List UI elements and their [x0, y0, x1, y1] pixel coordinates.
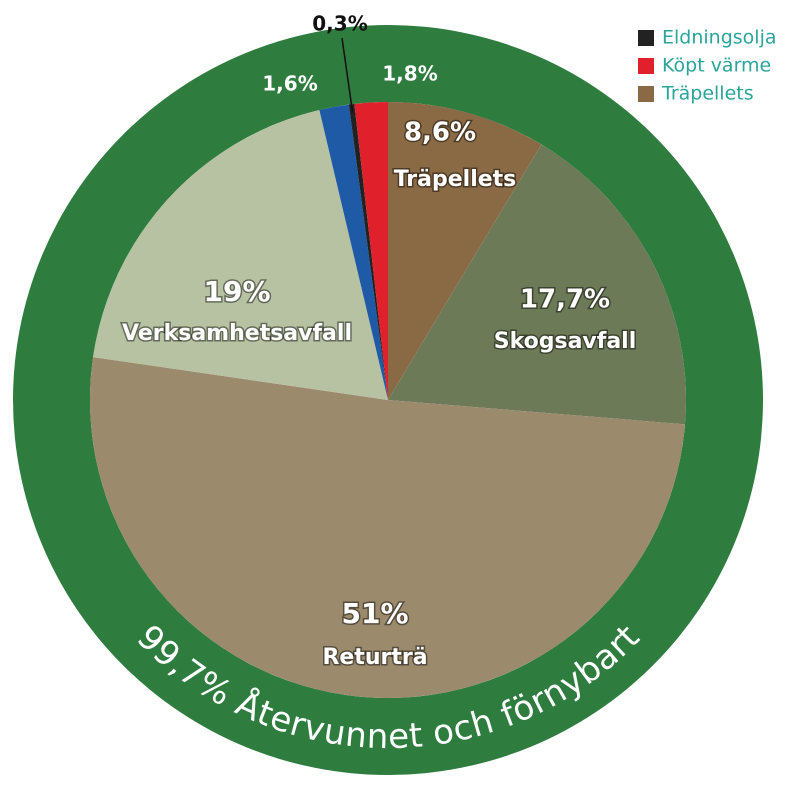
legend-swatch: [638, 58, 654, 74]
value-label: 0,3%: [312, 12, 367, 36]
pie-slice: [93, 110, 388, 400]
leader-line: [341, 37, 354, 113]
value-label: 1,6%: [262, 72, 317, 96]
pie-slice: [354, 102, 388, 400]
pie-slice: [388, 102, 542, 400]
category-label: Returträ: [322, 645, 427, 670]
legend-label: Köpt värme: [662, 55, 771, 77]
category-label: Skogsavfall: [494, 329, 637, 354]
value-label: 19%: [203, 275, 270, 308]
pie-slice: [348, 103, 388, 400]
legend-label: Eldningsolja: [662, 27, 777, 49]
pie-slice: [319, 104, 388, 400]
pie-slice: [388, 144, 687, 425]
value-label: 17,7%: [520, 285, 610, 315]
value-label: 8,6%: [404, 118, 476, 148]
category-label: Verksamhetsavfall: [122, 321, 352, 346]
legend-label: Träpellets: [661, 83, 754, 105]
category-label: Träpellets: [394, 167, 517, 192]
legend-swatch: [638, 86, 654, 102]
pie-slice: [89, 357, 686, 699]
value-label: 1,8%: [382, 62, 437, 86]
legend-swatch: [638, 30, 654, 46]
value-label: 51%: [341, 597, 408, 630]
